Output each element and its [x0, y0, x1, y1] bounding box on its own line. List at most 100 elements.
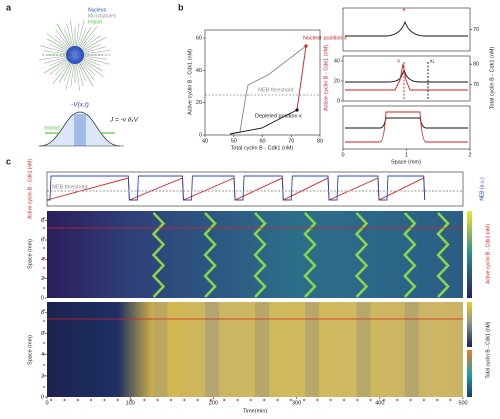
- dot: [436, 399, 439, 401]
- y-tick-label: 4: [41, 352, 44, 358]
- panel-label: a: [6, 2, 12, 12]
- annotation: J = -v ∂ₓV: [109, 117, 139, 124]
- microtubule: [75, 63, 80, 91]
- microtubule: [80, 26, 98, 49]
- microtubule: [58, 62, 71, 83]
- dot: [43, 320, 45, 322]
- y-tick-label: 60: [196, 36, 202, 42]
- dot: [63, 399, 66, 401]
- band: [255, 302, 269, 397]
- dot: [356, 399, 359, 401]
- dot: [43, 386, 45, 388]
- dot: [43, 353, 45, 355]
- band: [304, 302, 319, 397]
- dot: [76, 399, 79, 401]
- x-tick-label: 100: [126, 400, 135, 406]
- microtubule: [77, 20, 85, 47]
- wave: [436, 212, 450, 298]
- microtubule: [52, 61, 70, 84]
- microtubule: [77, 63, 84, 86]
- y-axis-label: Space (mm): [27, 335, 33, 365]
- dot: [183, 399, 186, 401]
- band: [356, 302, 371, 397]
- microtubule: [70, 63, 75, 87]
- y-tick-label: 0: [41, 394, 44, 400]
- x-tick-label: 0: [341, 152, 344, 158]
- profile-curves: *: [345, 7, 468, 143]
- dot: [276, 399, 279, 401]
- panel-label: b: [178, 2, 184, 12]
- y-tick-label: 80: [473, 62, 479, 68]
- annotation: Import: [44, 125, 60, 131]
- dot: [169, 399, 172, 401]
- dot: [116, 399, 119, 401]
- dot: [130, 399, 133, 401]
- microtubule: [78, 63, 86, 81]
- x-axis-label: Space (mm): [391, 159, 421, 165]
- y-tick-label: 20: [196, 100, 202, 106]
- dot: [43, 227, 45, 229]
- microtubule: [81, 34, 96, 49]
- x-tick-label: 70: [288, 138, 294, 144]
- annotation: Nuclear position x: [303, 35, 347, 41]
- dot: [289, 399, 292, 401]
- annotation: x: [397, 58, 400, 64]
- microtubule: [39, 55, 67, 60]
- dot: [43, 287, 45, 289]
- dot: [209, 399, 212, 401]
- y-axis-label: Active cyclin B - Cdk1 (nM): [27, 159, 33, 219]
- wave: [354, 212, 369, 298]
- microtubule: [83, 58, 101, 66]
- x-tick-label: 300: [292, 400, 301, 406]
- x-tick-label: 0: [45, 400, 48, 406]
- x-tick-label: 400: [375, 400, 384, 406]
- band: [404, 302, 419, 397]
- microtubule: [83, 57, 110, 65]
- annotation: Depleted position x: [255, 113, 302, 119]
- microtubule: [83, 50, 111, 55]
- panel-label: c: [6, 156, 11, 166]
- dot: [43, 342, 45, 344]
- microtubule: [49, 44, 67, 52]
- legend-entry: Nucleus: [88, 7, 107, 13]
- y-axis-label: NEB (a.u.): [479, 177, 485, 201]
- wave: [403, 212, 417, 298]
- microtubule: [43, 59, 68, 74]
- y-tick-label: 70: [473, 27, 479, 33]
- heatmap-total: [47, 302, 463, 397]
- microtubule: [81, 35, 101, 50]
- wave: [303, 212, 317, 298]
- dot: [43, 277, 45, 279]
- y-tick-label: 70: [473, 82, 479, 88]
- dot: [382, 399, 385, 401]
- microtubule: [64, 63, 72, 81]
- y-tick-label: 8: [41, 310, 44, 316]
- dot: [303, 399, 306, 401]
- microtubule: [80, 61, 95, 81]
- y-axis-label: Active cyclin B - Cdk1 (nM): [323, 45, 329, 111]
- dot: [43, 267, 45, 269]
- dot: [143, 399, 146, 401]
- microtubule: [54, 34, 69, 49]
- dot: [43, 217, 45, 219]
- x-axis-label: Total cyclin B - Cdk1 (nM): [231, 145, 294, 151]
- wave-fronts: [151, 212, 450, 298]
- microtubule: [46, 32, 69, 50]
- phase-curves: [205, 44, 320, 135]
- band: [153, 302, 168, 397]
- cell-diagram: [39, 19, 111, 91]
- y-axis-label: Total cyclin B - Cdk1 (nM): [489, 47, 495, 110]
- y-tick-label: 6: [41, 237, 44, 243]
- y-axis-label: Space (mm): [27, 239, 33, 269]
- annotation: NEB threshold: [258, 87, 293, 93]
- microtubule: [75, 23, 80, 47]
- microtubule: [49, 60, 69, 75]
- colorbar: [467, 211, 472, 298]
- y-tick-label: 2: [41, 276, 44, 282]
- dot: [409, 399, 412, 401]
- microtubule: [40, 45, 67, 53]
- dot: [50, 399, 53, 401]
- microtubule: [49, 58, 67, 66]
- x-axis-label: Time(min): [243, 408, 268, 414]
- wave: [151, 212, 166, 298]
